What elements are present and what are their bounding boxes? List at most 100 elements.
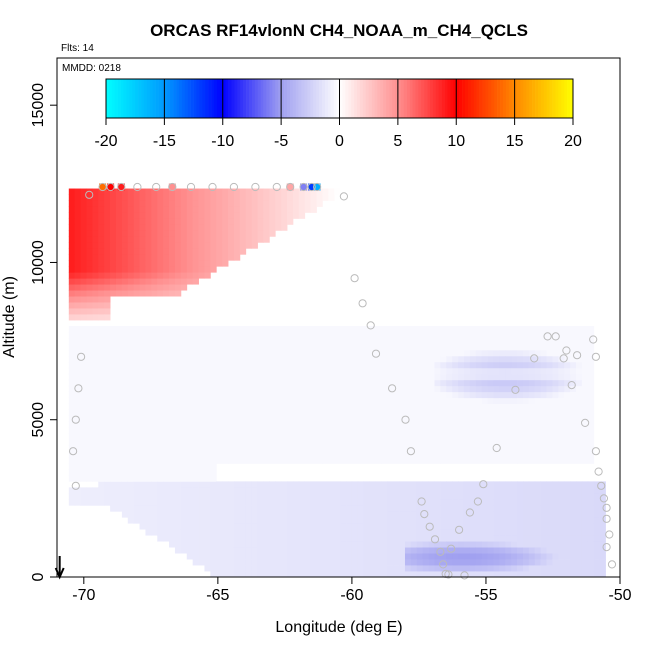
heatmap-cell xyxy=(139,499,146,506)
colorbar-segment xyxy=(275,79,279,118)
heatmap-cell xyxy=(174,511,182,518)
heatmap-cell xyxy=(269,523,276,530)
heatmap-cell xyxy=(163,493,170,500)
heatmap-cell xyxy=(115,475,123,482)
heatmap-cell xyxy=(340,511,347,518)
heatmap-cell xyxy=(68,278,76,285)
heatmap-cell xyxy=(133,517,140,524)
heatmap-cell xyxy=(145,409,152,417)
heatmap-cell xyxy=(169,272,176,279)
heatmap-cell xyxy=(210,254,217,261)
heatmap-cell xyxy=(351,415,359,423)
heatmap-cell xyxy=(564,337,571,345)
heatmap-cell xyxy=(440,397,447,405)
heatmap-cell xyxy=(228,385,235,393)
heatmap-cell xyxy=(304,445,312,452)
heatmap-cell xyxy=(316,433,323,440)
heatmap-cell xyxy=(145,463,152,470)
heatmap-cell xyxy=(210,559,217,566)
heatmap-cell xyxy=(375,325,382,333)
heatmap-cell xyxy=(410,535,418,542)
heatmap-cell xyxy=(98,397,105,405)
heatmap-cell xyxy=(328,541,335,548)
heatmap-cell xyxy=(127,451,135,458)
heatmap-cell xyxy=(251,236,258,243)
heatmap-cell xyxy=(198,439,205,446)
heatmap-cell xyxy=(440,409,447,417)
heatmap-cell xyxy=(210,535,217,542)
heatmap-cell xyxy=(546,553,553,560)
heatmap-cell xyxy=(269,433,276,440)
heatmap-cell xyxy=(458,559,465,566)
heatmap-cell xyxy=(180,379,188,387)
heatmap-cell xyxy=(251,242,258,249)
heatmap-cell xyxy=(110,290,117,297)
heatmap-cell xyxy=(546,535,553,542)
heatmap-cell xyxy=(475,511,483,518)
heatmap-cell xyxy=(599,529,606,536)
heatmap-cell xyxy=(68,296,76,303)
heatmap-cell xyxy=(86,421,93,428)
heatmap-cell xyxy=(239,242,247,249)
heatmap-cell xyxy=(369,391,376,399)
heatmap-cell xyxy=(534,409,542,417)
heatmap-cell xyxy=(310,451,317,458)
heatmap-cell xyxy=(463,331,471,339)
heatmap-cell xyxy=(387,361,394,369)
heatmap-cell xyxy=(68,308,76,315)
heatmap-cell xyxy=(115,487,123,494)
heatmap-cell xyxy=(570,457,577,464)
heatmap-cell xyxy=(499,517,506,524)
heatmap-cell xyxy=(440,493,447,500)
heatmap-cell xyxy=(157,487,164,494)
heatmap-cell xyxy=(475,499,483,506)
heatmap-cell xyxy=(304,391,312,399)
heatmap-cell xyxy=(210,415,217,423)
heatmap-cell xyxy=(310,487,317,494)
heatmap-cell xyxy=(110,337,117,345)
heatmap-cell xyxy=(157,194,164,201)
heatmap-cell xyxy=(263,379,270,387)
heatmap-cell xyxy=(86,367,93,375)
heatmap-cell xyxy=(558,559,565,566)
colorbar-segment xyxy=(298,79,302,118)
heatmap-cell xyxy=(174,361,182,369)
colorbar-segment xyxy=(155,79,159,118)
heatmap-cell xyxy=(86,457,93,464)
heatmap-cell xyxy=(487,481,494,488)
heatmap-cell xyxy=(440,421,447,428)
heatmap-cell xyxy=(298,331,306,339)
heatmap-cell xyxy=(287,481,294,488)
heatmap-cell xyxy=(163,355,170,363)
heatmap-cell xyxy=(517,571,524,578)
heatmap-cell xyxy=(599,565,606,572)
heatmap-cell xyxy=(174,230,182,237)
heatmap-cell xyxy=(522,433,530,440)
heatmap-cell xyxy=(104,224,111,231)
heatmap-cell xyxy=(511,535,518,542)
heatmap-cell xyxy=(346,523,353,530)
heatmap-cell xyxy=(292,499,300,506)
heatmap-cell xyxy=(576,397,583,405)
heatmap-cell xyxy=(469,403,477,411)
flight-track-point xyxy=(77,352,86,361)
heatmap-cell xyxy=(528,355,536,363)
heatmap-cell xyxy=(228,379,235,387)
heatmap-cell xyxy=(127,290,135,297)
heatmap-cell xyxy=(121,343,129,351)
heatmap-cell xyxy=(304,200,312,207)
heatmap-cell xyxy=(104,475,111,482)
heatmap-cell xyxy=(387,487,394,494)
heatmap-cell xyxy=(216,541,223,548)
heatmap-cell xyxy=(127,349,135,357)
heatmap-cell xyxy=(428,355,435,363)
heatmap-cell xyxy=(387,451,394,458)
flight-track-point xyxy=(473,497,482,506)
heatmap-cell xyxy=(292,481,300,488)
heatmap-cell xyxy=(151,445,158,452)
heatmap-cell xyxy=(475,385,483,393)
heatmap-cell xyxy=(469,385,477,393)
heatmap-cell xyxy=(458,445,465,452)
heatmap-cell xyxy=(139,248,146,255)
heatmap-cell xyxy=(110,493,117,500)
